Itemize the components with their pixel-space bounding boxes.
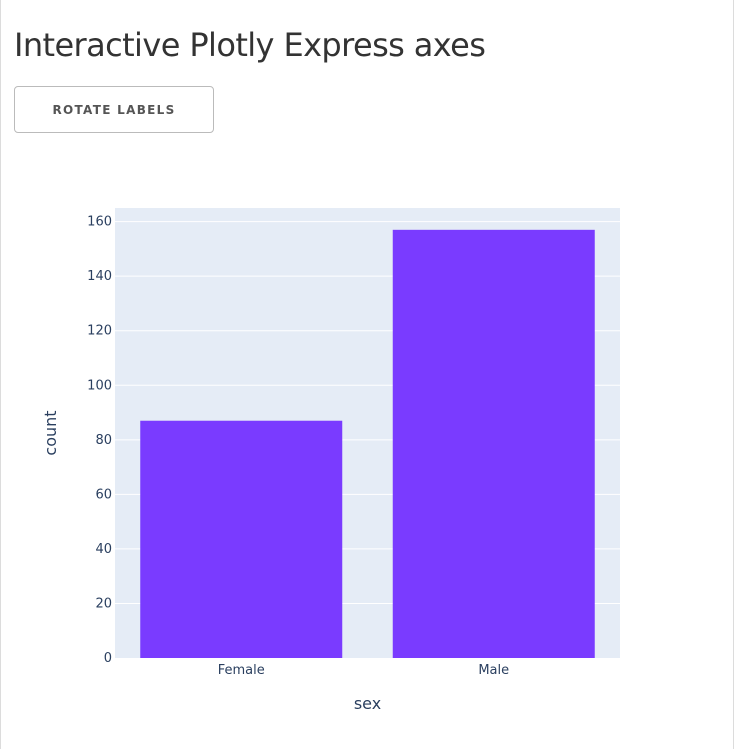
y-tick-label: 20 xyxy=(95,596,112,611)
y-tick-labels: 0 20 40 60 80 100 120 140 160 xyxy=(87,215,112,666)
chart-container: 0 20 40 60 80 100 120 140 160 Female Male sex cou… xyxy=(1,150,735,730)
bar-female[interactable] xyxy=(140,420,343,658)
y-tick-label: 40 xyxy=(95,542,112,557)
bars xyxy=(140,229,595,658)
x-tick-label: Male xyxy=(478,663,509,678)
y-tick-label: 120 xyxy=(87,324,112,339)
y-tick-label: 100 xyxy=(87,378,112,393)
x-tick-label: Female xyxy=(218,663,265,678)
y-tick-label: 140 xyxy=(87,269,112,284)
y-tick-label: 80 xyxy=(95,433,112,448)
y-tick-label: 0 xyxy=(104,651,112,666)
bar-chart[interactable]: 0 20 40 60 80 100 120 140 160 Female Male sex cou… xyxy=(1,150,735,730)
rotate-labels-button[interactable]: ROTATE LABELS xyxy=(14,86,214,133)
y-tick-label: 160 xyxy=(87,215,112,230)
bar-male[interactable] xyxy=(392,229,595,658)
x-tick-labels: Female Male xyxy=(218,663,509,678)
y-tick-label: 60 xyxy=(95,487,112,502)
y-axis-title: count xyxy=(41,410,60,455)
x-axis-title: sex xyxy=(354,694,381,713)
page-title: Interactive Plotly Express axes xyxy=(14,26,486,64)
